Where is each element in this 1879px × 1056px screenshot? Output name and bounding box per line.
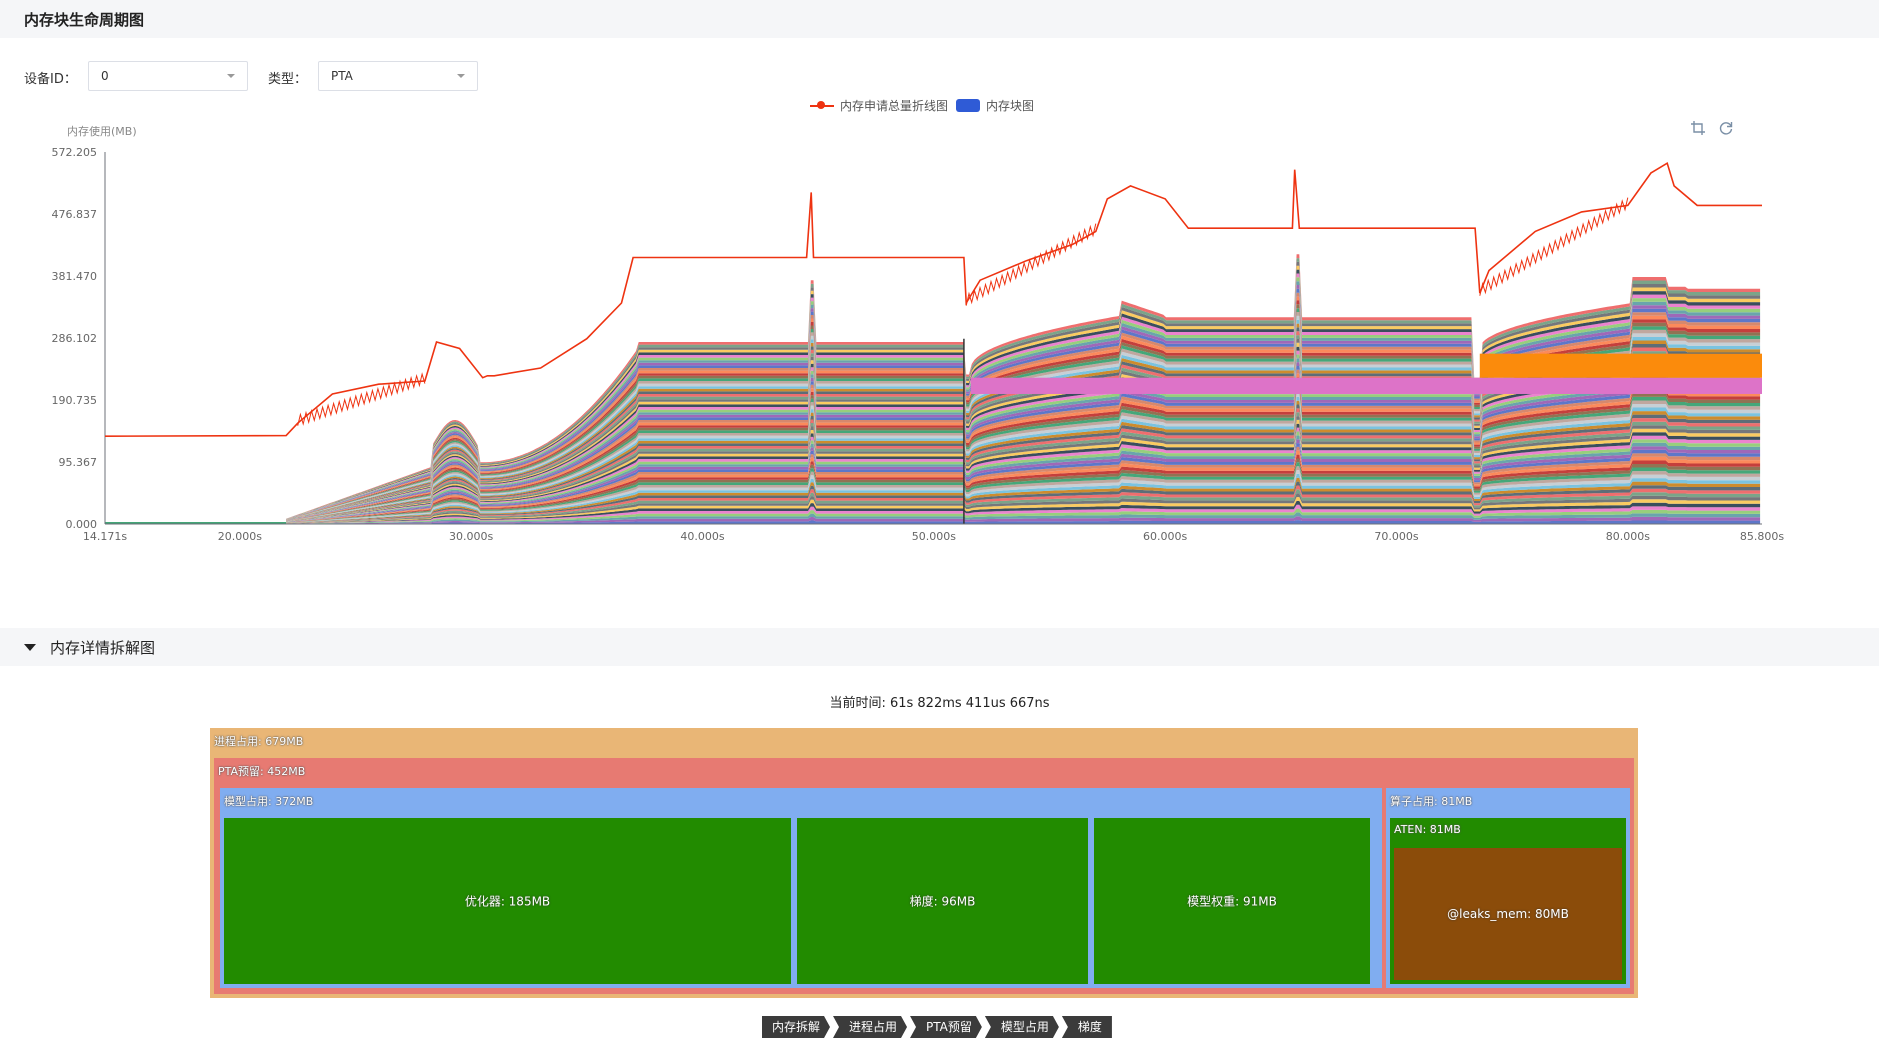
breadcrumb-item[interactable]: 梯度 — [1062, 1016, 1112, 1038]
memory-lifecycle-chart[interactable]: 内存使用(MB) 572.205 476.837 381.470 286.102 190… — [0, 120, 1879, 550]
device-id-value: 0 — [101, 69, 109, 83]
breadcrumb-item[interactable]: 内存拆解 — [762, 1016, 830, 1038]
memory-breakdown-treemap: 进程占用: 679MB PTA预留: 452MB 模型占用: 372MB 优化器… — [210, 728, 1638, 998]
x-tick-label: 30.000s — [449, 530, 493, 543]
y-tick-label: 476.837 — [52, 208, 98, 221]
treemap-gradient-node[interactable]: 梯度: 96MB — [797, 818, 1088, 984]
legend-line-label[interactable]: 内存申请总量折线图 — [840, 97, 948, 114]
x-tick-label: 60.000s — [1143, 530, 1187, 543]
x-tick-label: 50.000s — [912, 530, 956, 543]
caret-down-icon[interactable] — [24, 644, 36, 651]
breakdown-title: 内存详情拆解图 — [50, 637, 155, 658]
memory-block-large — [1480, 354, 1762, 378]
y-tick-label: 572.205 — [52, 146, 98, 159]
breadcrumb-item[interactable]: PTA预留 — [910, 1016, 982, 1038]
lifecycle-title: 内存块生命周期图 — [24, 9, 144, 30]
aten-label: ATEN: 81MB — [1394, 823, 1461, 836]
chevron-down-icon — [227, 74, 235, 78]
breadcrumb-item[interactable]: 模型占用 — [985, 1016, 1059, 1038]
lifecycle-section-header: 内存块生命周期图 — [0, 0, 1879, 38]
chart-legend: 内存申请总量折线图 内存块图 — [810, 97, 1034, 114]
model-label: 模型占用: 372MB — [224, 793, 313, 809]
breadcrumb-item[interactable]: 进程占用 — [833, 1016, 907, 1038]
x-tick-label: 80.000s — [1606, 530, 1650, 543]
type-label: 类型： — [268, 68, 307, 87]
type-select[interactable]: PTA — [318, 61, 478, 91]
y-tick-label: 190.735 — [52, 394, 98, 407]
chevron-down-icon — [457, 74, 465, 78]
legend-line-marker[interactable] — [810, 105, 834, 107]
treemap-leaks-node[interactable]: @leaks_mem: 80MB — [1394, 848, 1622, 980]
y-axis-title: 内存使用(MB) — [67, 124, 137, 138]
y-tick-label: 381.470 — [52, 270, 98, 283]
y-tick-label: 95.367 — [59, 456, 98, 469]
memory-total-line-jitter — [1480, 198, 1628, 296]
current-time-label: 当前时间: 61s 822ms 411us 667ns — [0, 692, 1879, 711]
device-id-label: 设备ID： — [24, 68, 77, 87]
gradient-label: 梯度: 96MB — [797, 893, 1088, 910]
treemap-weights-node[interactable]: 模型权重: 91MB — [1094, 818, 1370, 984]
x-tick-label: 70.000s — [1374, 530, 1418, 543]
legend-block-label[interactable]: 内存块图 — [986, 97, 1034, 114]
leaks-label: @leaks_mem: 80MB — [1394, 907, 1622, 921]
memory-total-line-jitter — [298, 374, 425, 426]
y-tick-label: 286.102 — [52, 332, 98, 345]
pta-label: PTA预留: 452MB — [218, 763, 305, 779]
weights-label: 模型权重: 91MB — [1094, 893, 1370, 910]
x-tick-label: 14.171s — [83, 530, 127, 543]
x-tick-label: 40.000s — [680, 530, 724, 543]
operator-label: 算子占用: 81MB — [1390, 793, 1472, 809]
breakdown-section-header[interactable]: 内存详情拆解图 — [0, 628, 1879, 666]
process-label: 进程占用: 679MB — [214, 733, 303, 749]
memory-total-line-jitter — [966, 224, 1096, 306]
optimizer-label: 优化器: 185MB — [224, 893, 791, 910]
treemap-optimizer-node[interactable]: 优化器: 185MB — [224, 818, 791, 984]
memory-block-large — [971, 378, 1762, 394]
type-value: PTA — [331, 69, 353, 83]
x-tick-label: 85.800s — [1740, 530, 1784, 543]
x-tick-label: 20.000s — [218, 530, 262, 543]
legend-block-marker[interactable] — [956, 99, 980, 112]
treemap-breadcrumb: 内存拆解 进程占用 PTA预留 模型占用 梯度 — [762, 1016, 1115, 1038]
device-id-select[interactable]: 0 — [88, 61, 248, 91]
